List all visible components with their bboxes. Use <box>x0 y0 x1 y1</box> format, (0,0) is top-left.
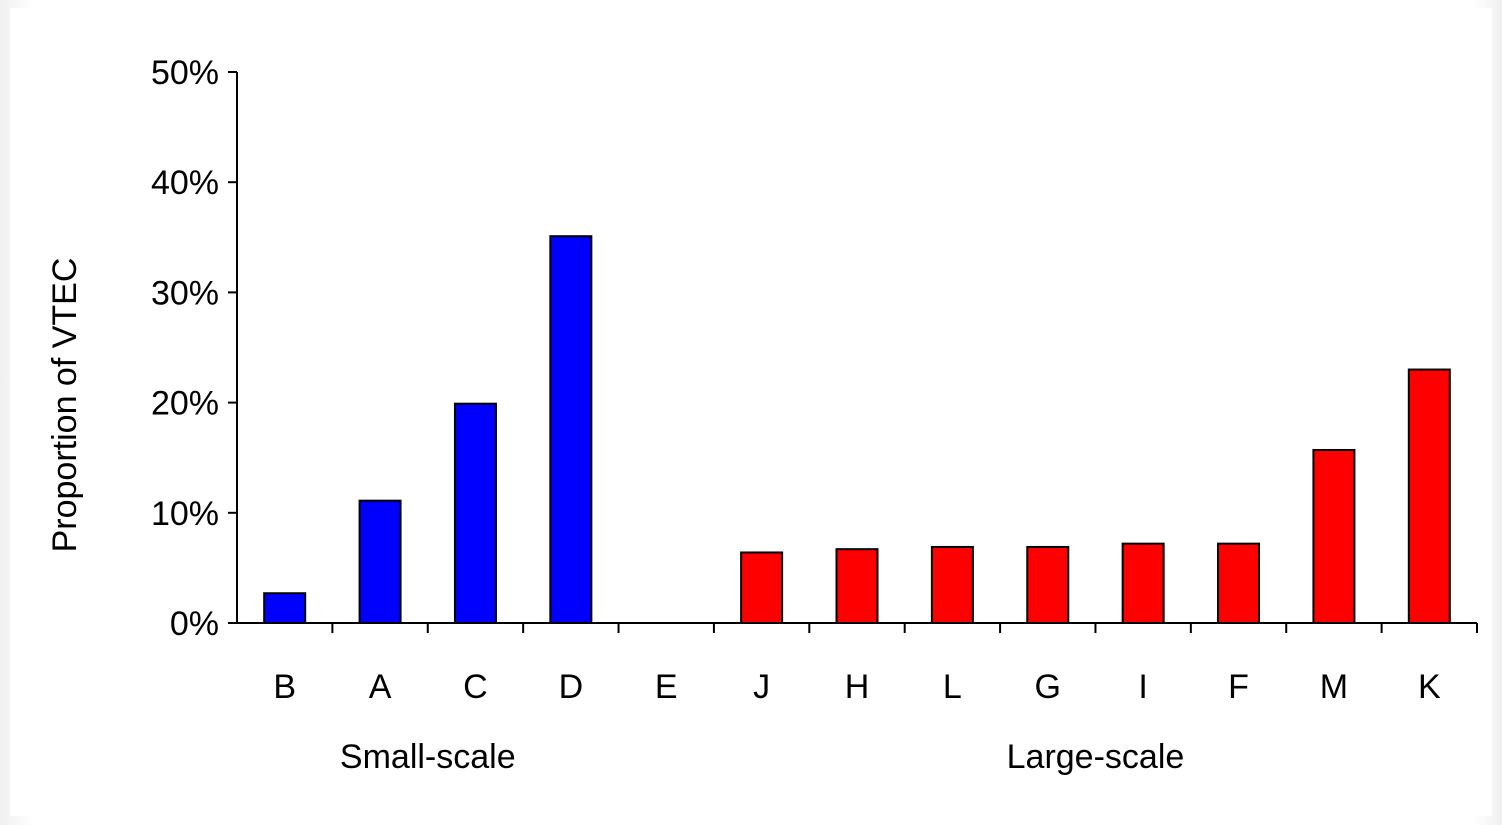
y-tick-label: 40% <box>151 164 219 202</box>
x-tick-label-D: D <box>559 668 584 706</box>
x-tick-label-E: E <box>655 668 678 706</box>
y-tick-label: 30% <box>151 274 219 312</box>
bar-A <box>358 499 402 625</box>
x-tick-label-H: H <box>845 668 870 706</box>
chart-panel <box>10 8 1492 816</box>
bar-B <box>263 592 307 624</box>
bar-F <box>1217 542 1261 625</box>
x-tick-label-G: G <box>1035 668 1061 706</box>
group-label-small-scale: Small-scale <box>340 738 516 776</box>
bar-I <box>1121 542 1165 625</box>
bar-L <box>930 545 974 624</box>
bar-K <box>1407 368 1451 625</box>
bars <box>263 235 1451 625</box>
x-tick-label-M: M <box>1320 668 1348 706</box>
bar-G <box>1026 545 1070 624</box>
y-axis: 0% 10% 20% 30% 40% 50% <box>151 54 238 643</box>
y-tick-label: 0% <box>170 605 219 643</box>
bar-H <box>835 548 879 625</box>
bar-C <box>453 402 497 624</box>
y-axis-title: Proportion of VTEC <box>46 258 84 553</box>
bar-J <box>740 551 784 624</box>
x-tick-label-J: J <box>753 668 770 706</box>
group-labels: Small-scale Large-scale <box>340 738 1184 776</box>
x-tick-label-C: C <box>463 668 488 706</box>
group-label-large-scale: Large-scale <box>1007 738 1185 776</box>
x-tick-label-A: A <box>369 668 392 706</box>
x-tick-label-B: B <box>273 668 296 706</box>
y-tick-label: 50% <box>151 54 219 92</box>
bar-M <box>1312 448 1356 624</box>
x-tick-label-I: I <box>1138 668 1147 706</box>
x-axis <box>237 622 1478 633</box>
bar-D <box>549 235 593 624</box>
x-tick-label-K: K <box>1418 668 1441 706</box>
x-tick-label-F: F <box>1228 668 1249 706</box>
y-tick-label: 10% <box>151 495 219 533</box>
x-tick-label-L: L <box>943 668 962 706</box>
y-tick-label: 20% <box>151 385 219 423</box>
